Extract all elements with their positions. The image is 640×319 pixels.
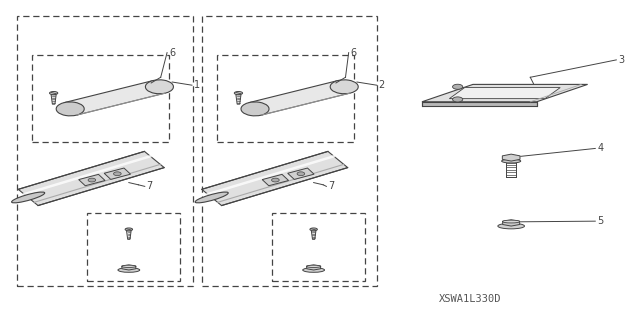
Polygon shape [311, 231, 316, 239]
Text: 3: 3 [618, 55, 625, 65]
Text: 7: 7 [147, 182, 153, 191]
Ellipse shape [502, 159, 521, 163]
Circle shape [452, 97, 463, 102]
Ellipse shape [234, 92, 243, 95]
Ellipse shape [303, 268, 324, 272]
Polygon shape [127, 231, 131, 239]
Polygon shape [422, 102, 537, 106]
Ellipse shape [502, 220, 520, 223]
Bar [17, 16, 193, 286]
Text: XSWA1L330D: XSWA1L330D [438, 294, 501, 304]
Text: 2: 2 [379, 80, 385, 90]
Text: 6: 6 [169, 48, 175, 58]
Text: 1: 1 [194, 80, 200, 90]
Text: 6: 6 [351, 48, 356, 58]
Ellipse shape [307, 265, 321, 267]
Bar [217, 55, 354, 142]
Polygon shape [104, 168, 131, 179]
Ellipse shape [122, 265, 136, 267]
Bar [202, 16, 378, 286]
Polygon shape [449, 87, 560, 99]
Polygon shape [288, 168, 314, 179]
Ellipse shape [241, 102, 269, 116]
Polygon shape [202, 152, 348, 205]
Ellipse shape [56, 102, 84, 116]
Ellipse shape [330, 80, 358, 94]
Ellipse shape [118, 268, 140, 272]
Circle shape [297, 172, 305, 176]
Polygon shape [502, 154, 520, 161]
Polygon shape [19, 152, 164, 205]
Circle shape [88, 178, 96, 182]
Polygon shape [502, 220, 520, 226]
Polygon shape [51, 95, 56, 104]
Ellipse shape [12, 192, 45, 203]
Ellipse shape [49, 92, 58, 95]
Polygon shape [122, 265, 136, 270]
Text: 5: 5 [597, 216, 604, 226]
Polygon shape [422, 85, 588, 102]
Circle shape [452, 84, 463, 89]
Ellipse shape [310, 228, 317, 231]
Text: 7: 7 [328, 182, 335, 191]
Polygon shape [249, 80, 351, 115]
Circle shape [113, 172, 121, 176]
Ellipse shape [195, 192, 228, 203]
Bar [32, 55, 169, 142]
Circle shape [271, 178, 279, 182]
Bar [88, 213, 180, 281]
Polygon shape [307, 265, 321, 270]
Text: 4: 4 [597, 144, 604, 153]
Ellipse shape [125, 228, 132, 231]
Polygon shape [64, 80, 166, 115]
Polygon shape [236, 95, 241, 104]
Ellipse shape [498, 223, 525, 229]
Polygon shape [262, 174, 289, 186]
Ellipse shape [145, 80, 173, 94]
Polygon shape [79, 174, 105, 186]
Bar [272, 213, 365, 281]
